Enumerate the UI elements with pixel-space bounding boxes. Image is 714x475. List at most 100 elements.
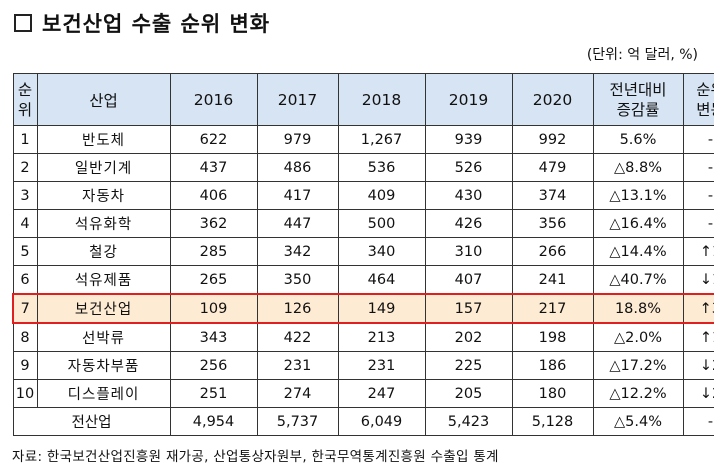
table-row: 4 석유화학 362 447 500 426 356 △16.4% - xyxy=(12,209,714,238)
value-cell: 205 xyxy=(424,379,513,408)
total-row: 전산업 4,954 5,737 6,049 5,423 5,128 △5.4% - xyxy=(12,407,714,436)
value-cell: 109 xyxy=(169,293,258,324)
header-year-2017: 2017 xyxy=(256,73,339,126)
value-cell: 362 xyxy=(169,209,258,238)
value-cell: 406 xyxy=(169,181,258,210)
value-cell: 241 xyxy=(511,265,594,295)
value-cell: 343 xyxy=(169,322,258,352)
value-cell: 231 xyxy=(337,351,426,380)
rank-move-cell: ↓1 xyxy=(682,265,714,295)
title-square-icon xyxy=(14,14,32,32)
value-cell: 437 xyxy=(169,153,258,182)
total-value-cell: 5,423 xyxy=(424,407,513,436)
rank-cell: 1 xyxy=(12,125,38,154)
unit-note: (단위: 억 달러, %) xyxy=(586,47,698,63)
industry-cell: 보건산업 xyxy=(36,293,171,324)
header-year-2020: 2020 xyxy=(511,73,594,126)
value-cell: 256 xyxy=(169,351,258,380)
value-cell: 486 xyxy=(256,153,339,182)
change-cell: △12.2% xyxy=(592,379,684,408)
value-cell: 225 xyxy=(424,351,513,380)
header-year-2019: 2019 xyxy=(424,73,513,126)
industry-cell: 석유화학 xyxy=(36,209,171,238)
rank-cell: 8 xyxy=(12,322,38,352)
table-row: 2 일반기계 437 486 536 526 479 △8.8% - xyxy=(12,153,714,182)
value-cell: 447 xyxy=(256,209,339,238)
value-cell: 340 xyxy=(337,237,426,266)
table-body: 1 반도체 622 979 1,267 939 992 5.6% -2 일반기계 437 486 536… xyxy=(12,125,714,436)
industry-cell: 디스플레이 xyxy=(36,379,171,408)
value-cell: 126 xyxy=(256,293,339,324)
value-cell: 526 xyxy=(424,153,513,182)
value-cell: 202 xyxy=(424,322,513,352)
total-value-cell: 4,954 xyxy=(169,407,258,436)
value-cell: 622 xyxy=(169,125,258,154)
value-cell: 265 xyxy=(169,265,258,295)
value-cell: 426 xyxy=(424,209,513,238)
value-cell: 149 xyxy=(337,293,426,324)
industry-cell: 자동차부품 xyxy=(36,351,171,380)
value-cell: 536 xyxy=(337,153,426,182)
value-cell: 464 xyxy=(337,265,426,295)
value-cell: 186 xyxy=(511,351,594,380)
change-cell: △14.4% xyxy=(592,237,684,266)
value-cell: 342 xyxy=(256,237,339,266)
rank-move-cell: ↑1 xyxy=(682,237,714,266)
value-cell: 356 xyxy=(511,209,594,238)
rank-move-cell: ↑3 xyxy=(682,293,714,324)
header-year-2016: 2016 xyxy=(169,73,258,126)
rank-move-cell: - xyxy=(682,125,714,154)
change-cell: △13.1% xyxy=(592,181,684,210)
rank-move-cell: ↓2 xyxy=(682,351,714,380)
value-cell: 417 xyxy=(256,181,339,210)
value-cell: 157 xyxy=(424,293,513,324)
industry-cell: 자동차 xyxy=(36,181,171,210)
rank-cell: 2 xyxy=(12,153,38,182)
rank-cell: 5 xyxy=(12,237,38,266)
value-cell: 1,267 xyxy=(337,125,426,154)
rank-cell: 6 xyxy=(12,265,38,295)
header-industry: 산업 xyxy=(36,73,171,126)
rank-move-cell: - xyxy=(682,181,714,210)
value-cell: 231 xyxy=(256,351,339,380)
title-text: 보건산업 수출 순위 변화 xyxy=(42,11,271,36)
rank-cell: 3 xyxy=(12,181,38,210)
value-cell: 217 xyxy=(511,293,594,324)
value-cell: 430 xyxy=(424,181,513,210)
header-rank-move: 순위변동 xyxy=(682,73,714,126)
value-cell: 247 xyxy=(337,379,426,408)
source-note: 자료: 한국보건산업진흥원 재가공, 산업통상자원부, 한국무역통계진흥원 수출… xyxy=(12,449,499,465)
header-year-2018: 2018 xyxy=(337,73,426,126)
value-cell: 374 xyxy=(511,181,594,210)
rank-cell: 10 xyxy=(12,379,38,408)
value-cell: 274 xyxy=(256,379,339,408)
change-cell: 18.8% xyxy=(592,293,684,324)
value-cell: 213 xyxy=(337,322,426,352)
value-cell: 939 xyxy=(424,125,513,154)
value-cell: 479 xyxy=(511,153,594,182)
value-cell: 407 xyxy=(424,265,513,295)
rank-cell: 9 xyxy=(12,351,38,380)
value-cell: 310 xyxy=(424,237,513,266)
rank-move-cell: - xyxy=(682,209,714,238)
industry-cell: 석유제품 xyxy=(36,265,171,295)
industry-cell: 철강 xyxy=(36,237,171,266)
value-cell: 266 xyxy=(511,237,594,266)
total-change-cell: △5.4% xyxy=(592,407,684,436)
value-cell: 285 xyxy=(169,237,258,266)
total-value-cell: 5,128 xyxy=(511,407,594,436)
change-cell: △2.0% xyxy=(592,322,684,352)
value-cell: 992 xyxy=(511,125,594,154)
change-cell: 5.6% xyxy=(592,125,684,154)
total-label-cell: 전산업 xyxy=(12,407,171,436)
page-title: 보건산업 수출 순위 변화 xyxy=(14,9,270,37)
value-cell: 409 xyxy=(337,181,426,210)
total-value-cell: 5,737 xyxy=(256,407,339,436)
